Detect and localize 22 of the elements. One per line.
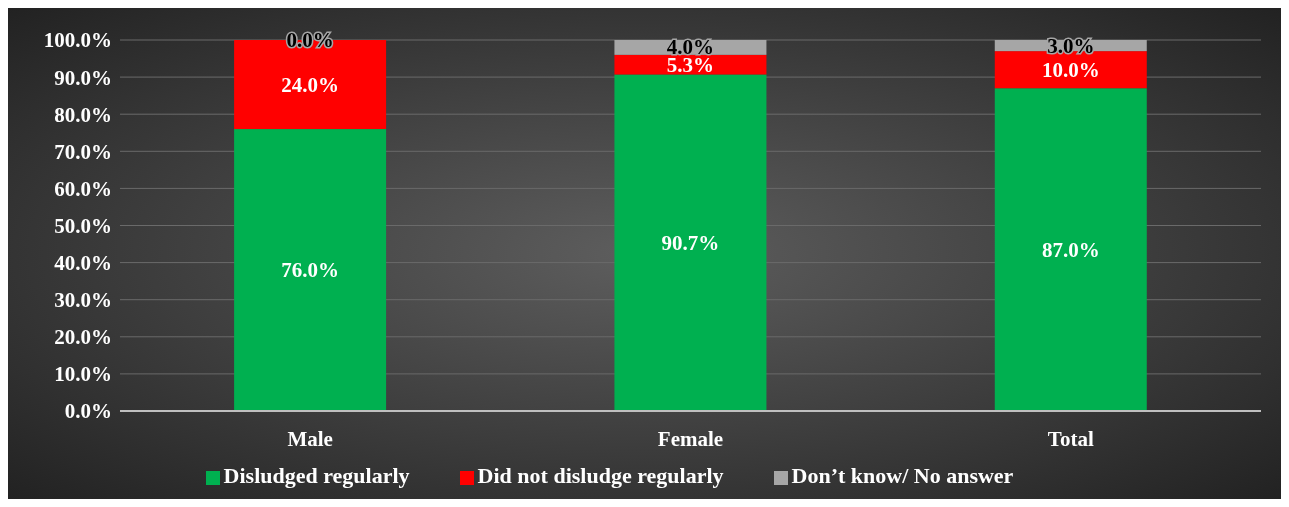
- data-label: 87.0%: [1041, 237, 1100, 262]
- y-tick-label: 40.0%: [54, 251, 112, 276]
- y-tick-label: 20.0%: [54, 325, 112, 350]
- x-tick-label: Male: [287, 426, 333, 451]
- y-tick-label: 90.0%: [54, 65, 112, 90]
- data-label: 90.7%: [661, 230, 720, 255]
- y-tick-label: 50.0%: [54, 213, 112, 238]
- y-tick-label: 30.0%: [54, 288, 112, 313]
- legend-label: Did not disludge regularly: [477, 463, 724, 488]
- y-tick-label: 100.0%: [43, 28, 112, 53]
- data-label: 24.0%: [281, 72, 339, 97]
- legend-label: Don’t know/ No answer: [791, 463, 1014, 488]
- y-tick-label: 10.0%: [54, 362, 112, 387]
- legend-label: Disludged regularly: [223, 463, 410, 488]
- x-tick-label: Total: [1047, 426, 1094, 451]
- data-label: 10.0%: [1041, 57, 1100, 82]
- y-tick-label: 60.0%: [54, 176, 112, 201]
- data-label: 76.0%: [281, 258, 339, 283]
- y-tick-label: 0.0%: [64, 399, 112, 424]
- y-tick-label: 80.0%: [54, 102, 112, 127]
- x-tick-label: Female: [657, 426, 724, 451]
- y-tick-label: 70.0%: [54, 139, 112, 164]
